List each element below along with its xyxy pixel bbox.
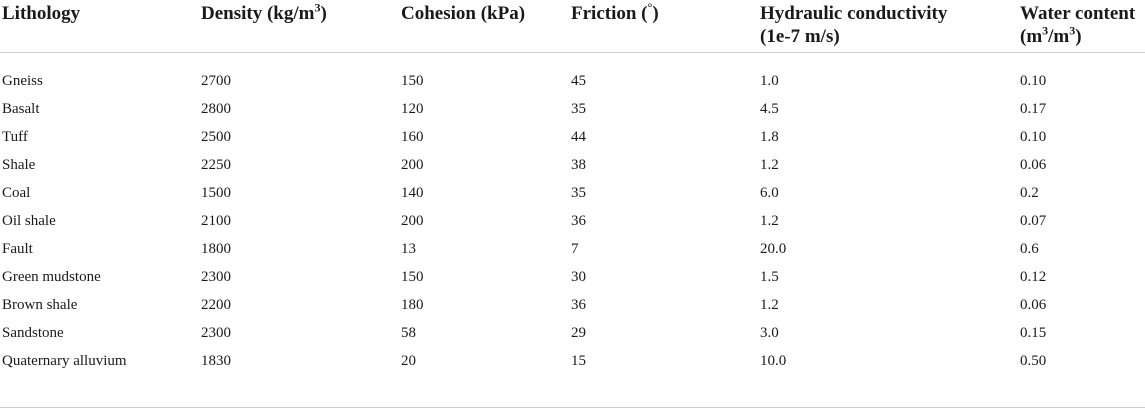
cell-cohesion: 150 — [401, 269, 424, 285]
table-row: Coal 1500 140 35 6.0 0.2 — [0, 179, 1145, 207]
cell-hydraulic-conductivity: 3.0 — [760, 325, 779, 341]
cell-density: 2300 — [201, 269, 231, 285]
cell-density: 1830 — [201, 353, 231, 369]
table-body: Gneiss 2700 150 45 1.0 0.10 Basalt 2800 120 35 4.5… — [0, 53, 1145, 376]
cell-friction: 36 — [571, 297, 586, 313]
cell-cohesion: 140 — [401, 185, 424, 201]
cell-density: 2500 — [201, 129, 231, 145]
cell-density: 2800 — [201, 101, 231, 117]
cell-density: 2250 — [201, 157, 231, 173]
cell-lithology: Tuff — [2, 129, 28, 145]
cell-cohesion: 150 — [401, 73, 424, 89]
cell-friction: 38 — [571, 157, 586, 173]
cell-friction: 44 — [571, 129, 586, 145]
cell-density: 2700 — [201, 73, 231, 89]
cell-friction: 45 — [571, 73, 586, 89]
cell-density: 2200 — [201, 297, 231, 313]
cell-density: 2300 — [201, 325, 231, 341]
cell-cohesion: 58 — [401, 325, 416, 341]
cell-lithology: Oil shale — [2, 213, 56, 229]
cell-water-content: 0.10 — [1020, 129, 1047, 145]
cell-lithology: Shale — [2, 157, 36, 173]
cell-friction: 7 — [571, 241, 579, 257]
cell-cohesion: 200 — [401, 213, 424, 229]
cell-hydraulic-conductivity: 1.2 — [760, 213, 779, 229]
cell-hydraulic-conductivity: 1.2 — [760, 297, 779, 313]
cell-lithology: Quaternary alluvium — [2, 353, 127, 369]
cell-water-content: 0.2 — [1020, 185, 1039, 201]
cell-water-content: 0.6 — [1020, 241, 1039, 257]
cell-cohesion: 160 — [401, 129, 424, 145]
cell-hydraulic-conductivity: 1.5 — [760, 269, 779, 285]
header-water-content: Water content (m3/m3) — [1016, 0, 1145, 53]
cell-cohesion: 200 — [401, 157, 424, 173]
cell-friction: 36 — [571, 213, 586, 229]
table-row: Fault 1800 13 7 20.0 0.6 — [0, 235, 1145, 263]
table-row: Green mudstone 2300 150 30 1.5 0.12 — [0, 263, 1145, 291]
lithology-properties-table: Lithology Density (kg/m3) Cohesion (kPa)… — [0, 0, 1145, 376]
cell-cohesion: 120 — [401, 101, 424, 117]
cell-hydraulic-conductivity: 20.0 — [760, 241, 787, 257]
cell-hydraulic-conductivity: 1.0 — [760, 73, 779, 89]
header-hydraulic-conductivity: Hydraulic conductivity (1e-7 m/s) — [756, 0, 1016, 53]
cell-water-content: 0.15 — [1020, 325, 1047, 341]
table-row: Gneiss 2700 150 45 1.0 0.10 — [0, 53, 1145, 96]
cell-friction: 35 — [571, 185, 586, 201]
cell-lithology: Fault — [2, 241, 33, 257]
cell-hydraulic-conductivity: 6.0 — [760, 185, 779, 201]
cell-water-content: 0.10 — [1020, 73, 1047, 89]
header-density: Density (kg/m3) — [197, 0, 397, 53]
header-cohesion: Cohesion (kPa) — [397, 0, 567, 53]
cell-density: 1500 — [201, 185, 231, 201]
header-friction: Friction (°) — [567, 0, 756, 53]
cell-cohesion: 20 — [401, 353, 416, 369]
cell-density: 2100 — [201, 213, 231, 229]
cell-hydraulic-conductivity: 4.5 — [760, 101, 779, 117]
cell-cohesion: 13 — [401, 241, 416, 257]
table-row: Sandstone 2300 58 29 3.0 0.15 — [0, 319, 1145, 347]
table-row: Shale 2250 200 38 1.2 0.06 — [0, 151, 1145, 179]
table-bottom-rule — [0, 407, 1145, 408]
cell-density: 1800 — [201, 241, 231, 257]
cell-water-content: 0.12 — [1020, 269, 1047, 285]
cell-friction: 30 — [571, 269, 586, 285]
table-header-row: Lithology Density (kg/m3) Cohesion (kPa)… — [0, 0, 1145, 53]
cell-water-content: 0.07 — [1020, 213, 1047, 229]
cell-lithology: Basalt — [2, 101, 40, 117]
table-row: Basalt 2800 120 35 4.5 0.17 — [0, 95, 1145, 123]
cell-lithology: Sandstone — [2, 325, 64, 341]
cell-lithology: Gneiss — [2, 73, 43, 89]
header-lithology: Lithology — [0, 0, 197, 53]
cell-friction: 15 — [571, 353, 586, 369]
table-row: Oil shale 2100 200 36 1.2 0.07 — [0, 207, 1145, 235]
table-row: Tuff 2500 160 44 1.8 0.10 — [0, 123, 1145, 151]
cell-friction: 29 — [571, 325, 586, 341]
cell-hydraulic-conductivity: 10.0 — [760, 353, 787, 369]
cell-lithology: Coal — [2, 185, 31, 201]
cell-cohesion: 180 — [401, 297, 424, 313]
cell-lithology: Green mudstone — [2, 269, 101, 285]
cell-water-content: 0.17 — [1020, 101, 1047, 117]
cell-friction: 35 — [571, 101, 586, 117]
cell-lithology: Brown shale — [2, 297, 78, 313]
cell-water-content: 0.06 — [1020, 157, 1047, 173]
cell-hydraulic-conductivity: 1.2 — [760, 157, 779, 173]
cell-water-content: 0.50 — [1020, 353, 1047, 369]
cell-water-content: 0.06 — [1020, 297, 1047, 313]
table-row: Quaternary alluvium 1830 20 15 10.0 0.50 — [0, 347, 1145, 375]
cell-hydraulic-conductivity: 1.8 — [760, 129, 779, 145]
table-row: Brown shale 2200 180 36 1.2 0.06 — [0, 291, 1145, 319]
